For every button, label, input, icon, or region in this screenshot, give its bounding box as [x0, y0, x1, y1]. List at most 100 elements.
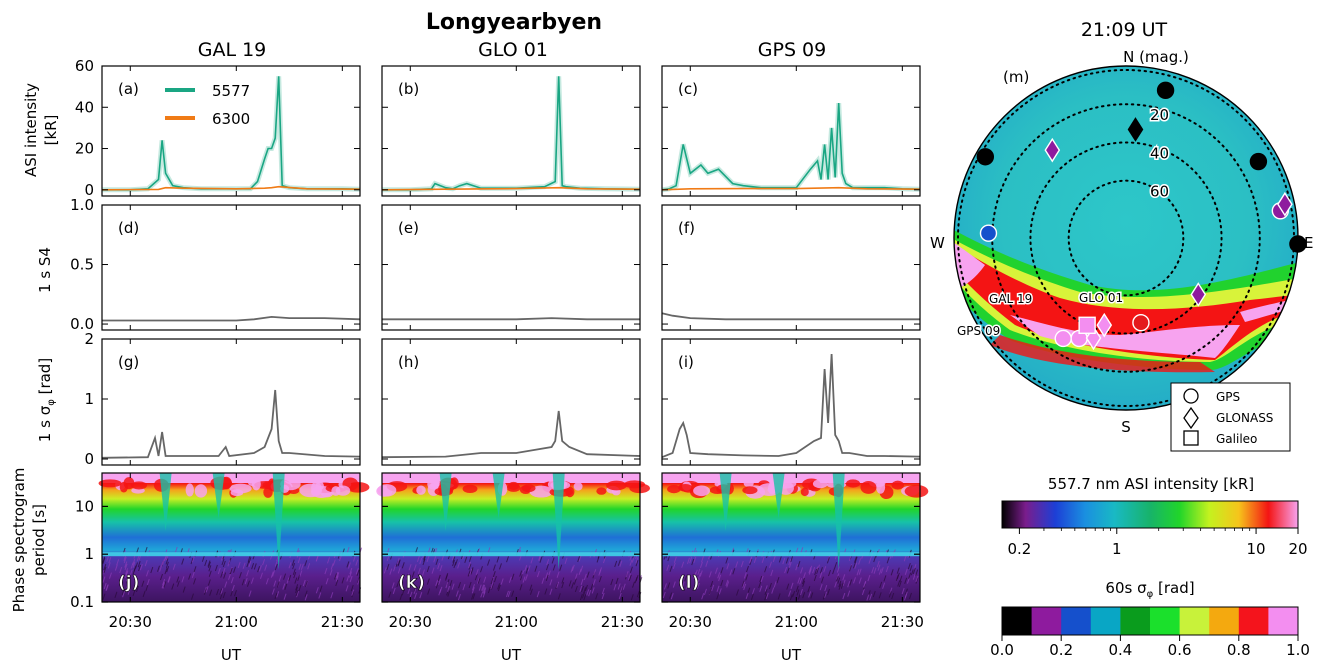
spectrogram-noise	[878, 592, 882, 599]
spectrogram-noise	[795, 564, 799, 571]
spectrogram-noise	[318, 592, 322, 599]
ylabel-sigma-main: 1 s σ	[36, 405, 54, 442]
spectrogram-noise	[711, 584, 715, 592]
spectrogram-noise	[596, 556, 600, 563]
ylabel-spec: Phase spectrogram period [s]	[10, 468, 48, 613]
xtick-label: 20:30	[669, 613, 712, 631]
spectrogram-noise	[426, 565, 430, 573]
spectrogram-noise	[795, 585, 799, 592]
spectrogram-noise	[324, 567, 328, 575]
spectrogram-noise	[355, 568, 359, 575]
spectrogram-noise	[897, 580, 901, 587]
spectrogram-noise	[396, 580, 400, 588]
xtick-label: 21:00	[495, 613, 538, 631]
spectrogram-noise	[769, 561, 772, 568]
spectrogram-noise	[886, 557, 890, 564]
spectrogram-noise	[145, 570, 149, 577]
spectrogram-dip	[272, 473, 285, 570]
spectrogram-noise	[132, 561, 136, 568]
column-title-gps09: GPS 09	[758, 39, 826, 61]
spectrogram-noise	[399, 593, 403, 601]
spectrogram-noise	[203, 586, 207, 594]
spectrogram-noise	[788, 558, 792, 566]
spectrogram-noise	[108, 572, 112, 579]
spectrogram-noise	[498, 563, 502, 570]
satellite-glonass	[1096, 312, 1113, 338]
spectrogram-noise	[260, 572, 263, 579]
spectrogram-noise	[613, 584, 617, 591]
sky-map-letter: (m)	[1003, 68, 1029, 86]
spectrogram-noise	[203, 588, 207, 595]
panel-frame	[101, 204, 361, 331]
spectrogram-noise	[105, 584, 109, 591]
spectrogram-noise	[858, 577, 862, 584]
spectrogram-noise	[422, 569, 425, 576]
spectrogram-noise	[888, 591, 892, 598]
spectrogram-noise	[146, 578, 150, 586]
elevation-ring-label: 40	[1150, 144, 1169, 162]
spectrogram-noise	[834, 562, 838, 569]
spectrogram-noise	[142, 590, 146, 598]
colorbar-sigma-frame	[1001, 606, 1299, 636]
spectrogram-noise	[482, 584, 486, 591]
spectrogram-noise	[219, 592, 223, 600]
compass-e: E	[1304, 234, 1313, 252]
spectrogram-noise	[330, 592, 334, 599]
spectrogram-dip	[492, 473, 505, 519]
spectrogram-noise	[102, 557, 106, 564]
spectrogram-noise	[181, 558, 185, 565]
spectrogram-noise	[802, 572, 806, 579]
spectrogram-noise	[329, 569, 333, 576]
spectrogram-noise	[438, 578, 442, 585]
spectrogram-noise	[253, 563, 257, 570]
colorbar-sigma-title-main: 60s σ	[1105, 579, 1147, 597]
spectrogram-noise	[349, 571, 353, 578]
spectrogram-noise	[903, 555, 907, 562]
spectrogram-noise	[866, 594, 870, 601]
spectrogram-noise	[161, 582, 165, 589]
spectrogram-noise	[231, 584, 235, 592]
satellite-galileo	[1078, 316, 1096, 334]
panel-letter: (b)	[398, 80, 419, 98]
spectrogram-noise	[574, 585, 578, 593]
spectrogram-dip	[212, 473, 225, 519]
spectrogram-noise	[847, 590, 851, 597]
panel-f: (f)	[661, 204, 921, 331]
spectrogram-noise	[305, 580, 308, 588]
spectrogram-noise	[298, 563, 302, 570]
spectrogram-noise	[386, 563, 390, 571]
ylabel-asi: ASI intensity [kR]	[22, 83, 60, 177]
spectrogram-noise	[335, 579, 339, 587]
series-6300	[101, 185, 361, 191]
legend-gps-marker	[1183, 388, 1199, 404]
spectrogram-feature	[427, 478, 439, 490]
spectrogram-noise	[590, 583, 594, 591]
panel-a: 0 20 40 60 (a)	[75, 57, 361, 199]
spectrogram-noise	[127, 588, 131, 595]
spectrogram-feature	[891, 480, 905, 490]
spectrogram-noise	[248, 557, 252, 564]
spectrogram-noise	[490, 582, 494, 590]
spectrogram-noise	[556, 571, 560, 578]
panel-d: 0.0 0.5 1.0 (d)	[70, 196, 361, 333]
spectrogram-noise	[778, 556, 782, 563]
spectrogram-noise	[525, 574, 528, 581]
spectrogram-noise	[435, 558, 439, 566]
spectrogram-noise	[103, 566, 107, 574]
spectrogram-noise	[124, 561, 128, 568]
panel-frame	[661, 65, 921, 197]
spectrogram-noise	[673, 556, 677, 563]
spectrogram-noise	[669, 592, 673, 599]
spectrogram-noise	[160, 573, 163, 581]
spectrogram-noise	[482, 591, 486, 598]
spectrogram-noise	[853, 577, 856, 584]
spectrogram-noise	[696, 582, 700, 590]
spectrogram-noise	[580, 565, 584, 572]
spectrogram-feature	[678, 483, 693, 492]
spectrogram-noise	[292, 562, 296, 570]
svg-text:period [s]: period [s]	[30, 504, 48, 576]
spectrogram-feature	[596, 487, 607, 495]
spectrogram-noise	[910, 569, 914, 576]
spectrogram-noise	[141, 580, 145, 587]
spectrogram-noise	[708, 571, 712, 578]
